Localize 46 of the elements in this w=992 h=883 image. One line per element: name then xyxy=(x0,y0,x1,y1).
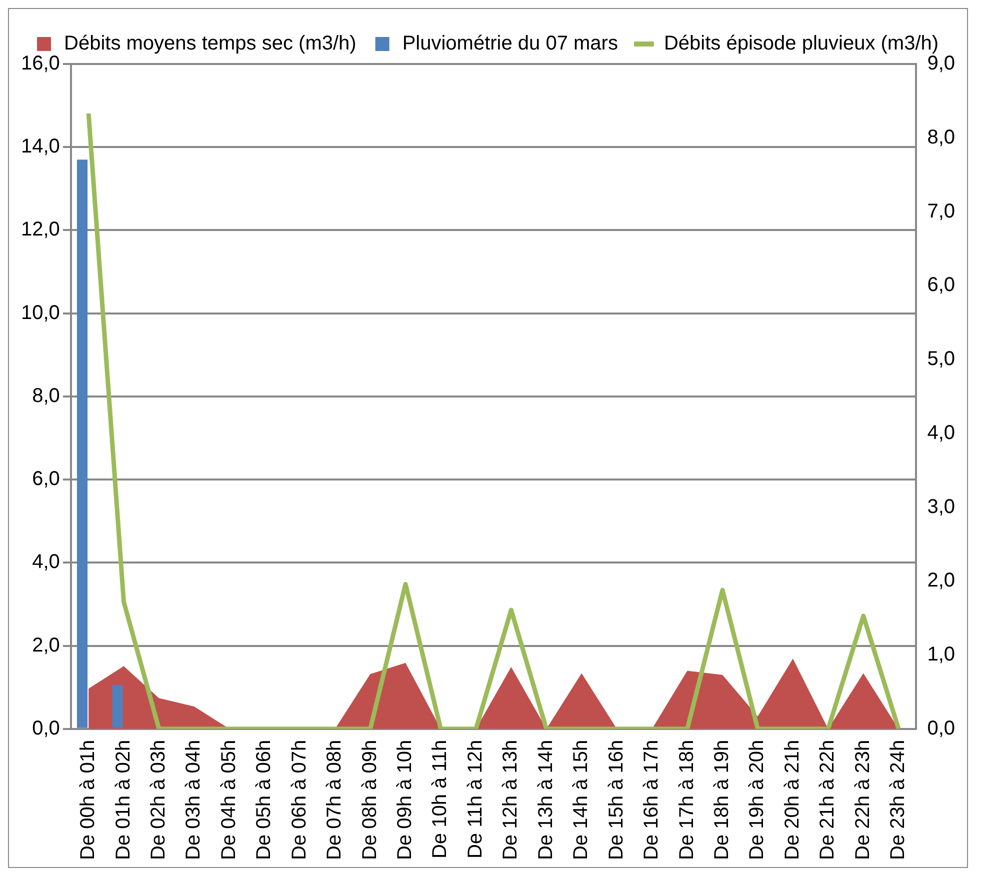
x-tick-label: De 10h à 11h xyxy=(429,740,452,859)
x-tick-label: De 16h à 17h xyxy=(640,740,663,860)
legend-label: Pluviométrie du 07 mars xyxy=(402,32,618,55)
y2-tick-label: 4,0 xyxy=(927,422,956,444)
y2-tick-label: 6,0 xyxy=(927,274,956,296)
y2-tick-label: 2,0 xyxy=(927,570,956,592)
x-tick-label: De 01h à 02h xyxy=(112,740,134,860)
y-tick-label: 4,0 xyxy=(32,551,60,574)
x-tick-label: De 15h à 16h xyxy=(605,740,628,860)
y-tick-label: 6,0 xyxy=(32,468,60,490)
x-tick-label: De 03h à 04h xyxy=(182,740,205,860)
legend-label: Débits épisode pluvieux (m3/h) xyxy=(664,32,939,55)
x-tick-label: De 12h à 13h xyxy=(500,740,522,860)
x-tick-label: De 09h à 10h xyxy=(394,740,416,860)
y-tick-label: 14,0 xyxy=(20,136,60,158)
y2-tick-label: 8,0 xyxy=(927,126,956,148)
x-tick-label: De 00h à 01h xyxy=(77,740,100,860)
y-tick-label: 10,0 xyxy=(20,302,60,324)
x-tick-label: De 21h à 22h xyxy=(816,740,839,860)
x-tick-label: De 08h à 09h xyxy=(358,740,381,860)
x-tick-label: De 18h à 19h xyxy=(711,740,734,860)
y2-tick-label: 7,0 xyxy=(927,200,956,222)
x-tick-label: De 11h à 12h xyxy=(464,740,486,859)
y2-tick-label: 0,0 xyxy=(927,717,956,740)
y-tick-label: 2,0 xyxy=(32,634,60,656)
y-tick-label: 12,0 xyxy=(20,218,60,241)
x-tick-label: De 04h à 05h xyxy=(218,740,240,860)
x-tick-label: De 22h à 23h xyxy=(852,740,874,860)
y2-tick-label: 1,0 xyxy=(927,644,956,666)
x-tick-label: De 06h à 07h xyxy=(288,740,310,860)
y-tick-label: 0,0 xyxy=(32,717,60,740)
y-tick-label: 16,0 xyxy=(20,52,60,75)
y2-tick-label: 5,0 xyxy=(927,348,956,370)
x-tick-label: De 05h à 06h xyxy=(253,740,276,860)
y-tick-label: 8,0 xyxy=(32,384,60,407)
x-tick-label: De 19h à 20h xyxy=(746,740,768,860)
x-tick-label: De 23h à 24h xyxy=(887,740,910,860)
x-tick-label: De 20h à 21h xyxy=(781,740,804,860)
x-tick-label: De 07h à 08h xyxy=(324,740,346,860)
x-tick-label: De 13h à 14h xyxy=(534,740,557,860)
legend-label: Débits moyens temps sec (m3/h) xyxy=(64,32,356,55)
x-tick-label: De 14h à 15h xyxy=(570,740,592,860)
x-tick-label: De 02h à 03h xyxy=(147,740,170,860)
y2-tick-label: 3,0 xyxy=(927,496,956,518)
x-tick-label: De 17h à 18h xyxy=(676,740,698,860)
y2-tick-label: 9,0 xyxy=(927,52,956,75)
